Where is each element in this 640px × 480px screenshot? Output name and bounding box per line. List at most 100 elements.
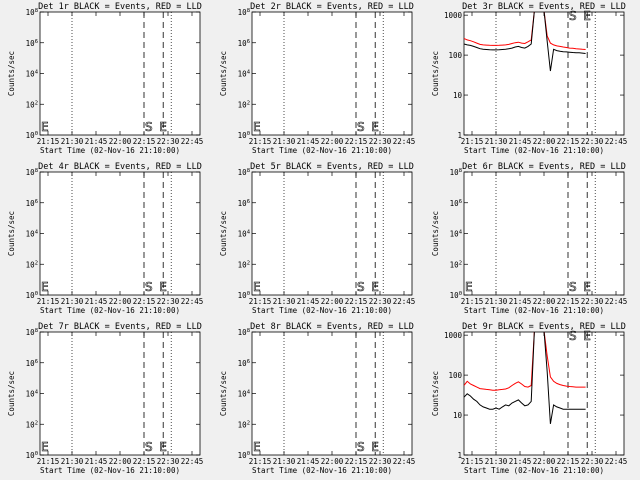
chart-title: Det 4r BLACK = Events, RED = LLD — [38, 162, 202, 172]
y-tick-label: 106 — [26, 199, 38, 208]
x-tick-label: 21:30 — [61, 297, 84, 306]
y-tick-label: 100 — [26, 291, 38, 300]
chart-title: Det 5r BLACK = Events, RED = LLD — [250, 162, 414, 172]
y-tick-label: 108 — [450, 168, 462, 177]
series-line — [464, 332, 586, 424]
x-tick-label: 22:15 — [345, 457, 368, 466]
x-tick-label: 21:15 — [249, 297, 272, 306]
y-tick-label: 100 — [448, 371, 462, 380]
marker-e: E — [583, 280, 591, 294]
x-tick-label: 21:15 — [461, 137, 484, 146]
marker-e: E — [371, 440, 379, 454]
x-tick-label: 21:45 — [85, 137, 108, 146]
y-tick-label: 108 — [26, 168, 38, 177]
y-tick-label: 1000 — [444, 331, 463, 340]
x-tick-label: 22:00 — [321, 457, 344, 466]
marker-e-left: E — [41, 440, 49, 454]
x-tick-label: 21:30 — [273, 457, 296, 466]
x-tick-label: 22:15 — [557, 457, 580, 466]
plot-frame — [39, 11, 201, 136]
x-axis-label: Start Time (02-Nov-16 21:10:00) — [252, 146, 392, 155]
y-tick-label: 102 — [26, 420, 38, 429]
x-tick-label: 22:00 — [109, 137, 132, 146]
y-axis-label: Counts/sec — [219, 51, 228, 96]
series-line — [464, 12, 586, 72]
y-tick-label: 1000 — [444, 11, 463, 20]
x-tick-label: 21:30 — [61, 137, 84, 146]
x-tick-label: 22:15 — [133, 457, 156, 466]
x-tick-label: 21:15 — [37, 297, 60, 306]
marker-e: E — [371, 280, 379, 294]
x-tick-label: 22:00 — [533, 457, 556, 466]
y-tick-label: 108 — [238, 328, 250, 337]
y-axis-label: Counts/sec — [431, 371, 440, 416]
x-tick-label: 22:30 — [581, 297, 604, 306]
marker-e: E — [159, 440, 167, 454]
x-tick-label: 22:45 — [181, 457, 204, 466]
y-tick-label: 106 — [238, 39, 250, 48]
marker-s: S — [569, 9, 577, 23]
y-axis-label: Counts/sec — [7, 51, 16, 96]
x-tick-label: 21:15 — [461, 457, 484, 466]
x-tick-label: 21:15 — [37, 457, 60, 466]
series-line — [464, 12, 586, 50]
marker-e-left: E — [253, 280, 261, 294]
x-tick-label: 21:30 — [485, 297, 508, 306]
y-tick-label: 10 — [453, 411, 463, 420]
x-tick-label: 21:30 — [485, 457, 508, 466]
y-tick-label: 102 — [238, 420, 250, 429]
x-axis-label: Start Time (02-Nov-16 21:10:00) — [464, 466, 604, 475]
x-tick-label: 21:30 — [273, 137, 296, 146]
y-tick-label: 104 — [26, 70, 39, 79]
y-tick-label: 104 — [26, 230, 39, 239]
marker-s: S — [145, 120, 153, 134]
y-tick-label: 100 — [238, 451, 250, 460]
x-tick-label: 21:15 — [249, 137, 272, 146]
y-axis-label: Counts/sec — [219, 211, 228, 256]
y-tick-label: 106 — [450, 199, 462, 208]
x-axis-label: Start Time (02-Nov-16 21:10:00) — [252, 306, 392, 315]
y-tick-label: 1 — [457, 451, 462, 460]
x-tick-label: 22:15 — [133, 137, 156, 146]
marker-e-left: E — [253, 440, 261, 454]
x-tick-label: 22:30 — [157, 137, 180, 146]
y-tick-label: 102 — [238, 100, 250, 109]
marker-e-left: E — [41, 120, 49, 134]
x-tick-label: 22:15 — [133, 297, 156, 306]
y-tick-label: 104 — [238, 230, 251, 239]
y-axis-label: Counts/sec — [431, 51, 440, 96]
x-tick-label: 22:00 — [321, 137, 344, 146]
x-tick-label: 22:00 — [321, 297, 344, 306]
y-tick-label: 10 — [453, 91, 463, 100]
chart-title: Det 8r BLACK = Events, RED = LLD — [250, 322, 414, 332]
x-tick-label: 21:30 — [485, 137, 508, 146]
y-tick-label: 102 — [450, 260, 462, 269]
x-tick-label: 21:15 — [249, 457, 272, 466]
y-tick-label: 102 — [26, 260, 38, 269]
chart-title: Det 6r BLACK = Events, RED = LLD — [462, 162, 626, 172]
marker-s: S — [357, 440, 365, 454]
x-tick-label: 22:00 — [533, 137, 556, 146]
x-tick-label: 22:45 — [605, 297, 628, 306]
y-axis-label: Counts/sec — [219, 371, 228, 416]
y-axis-label: Counts/sec — [7, 371, 16, 416]
y-axis-label: Counts/sec — [431, 211, 440, 256]
marker-e-left: E — [253, 120, 261, 134]
chart-title: Det 7r BLACK = Events, RED = LLD — [38, 322, 202, 332]
y-tick-label: 108 — [238, 168, 250, 177]
plot-frame — [251, 331, 413, 456]
x-axis-label: Start Time (02-Nov-16 21:10:00) — [40, 306, 180, 315]
marker-e: E — [583, 9, 591, 23]
x-tick-label: 22:45 — [181, 137, 204, 146]
x-tick-label: 21:30 — [273, 297, 296, 306]
y-tick-label: 106 — [238, 199, 250, 208]
marker-e: E — [159, 120, 167, 134]
marker-e: E — [159, 280, 167, 294]
x-axis-label: Start Time (02-Nov-16 21:10:00) — [464, 306, 604, 315]
y-tick-label: 108 — [238, 8, 250, 17]
x-tick-label: 22:30 — [369, 297, 392, 306]
x-tick-label: 22:30 — [581, 137, 604, 146]
